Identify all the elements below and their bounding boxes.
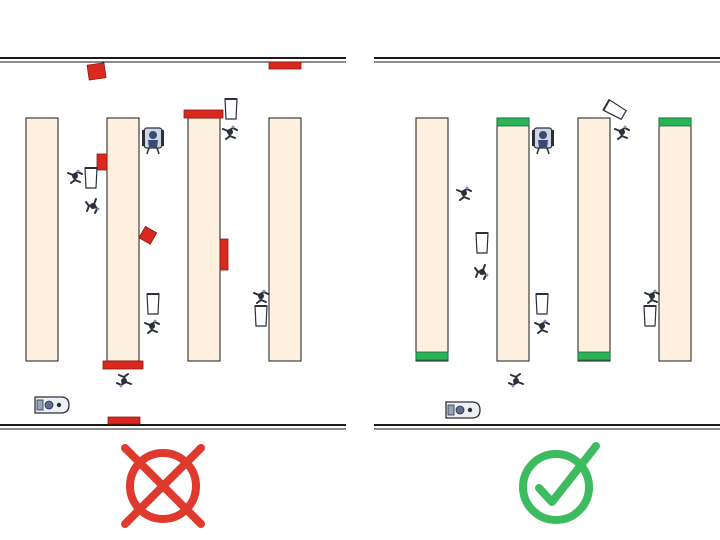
red-marker: [219, 238, 229, 271]
person-walking-icon: [474, 264, 490, 280]
person-walking-icon: [116, 373, 132, 389]
red-marker: [102, 360, 144, 370]
person-in-wheelchair-icon: [531, 127, 555, 155]
wall-bottom: [374, 424, 720, 430]
cup-icon: [535, 293, 549, 315]
person-walking-icon: [614, 124, 630, 140]
green-marker: [577, 351, 611, 361]
person-walking-icon: [67, 168, 83, 184]
red-marker: [107, 416, 141, 425]
shelf: [577, 117, 611, 362]
person-walking-icon: [456, 185, 472, 201]
cup-icon: [643, 305, 657, 327]
floor-robot-icon: [34, 396, 70, 414]
person-walking-icon: [534, 318, 550, 334]
cup-icon: [84, 167, 98, 189]
cross-in-circle-icon: [121, 444, 205, 528]
person-walking-icon: [508, 373, 524, 389]
red-marker: [268, 61, 302, 70]
cup-icon: [475, 232, 489, 254]
shelf: [268, 117, 302, 362]
checkmark-in-circle-icon: [519, 442, 600, 524]
person-walking-icon: [144, 318, 160, 334]
person-walking-icon: [85, 198, 101, 214]
red-marker: [138, 225, 158, 245]
green-marker: [415, 351, 449, 361]
cup-icon: [224, 98, 238, 120]
cup-icon: [146, 293, 160, 315]
green-marker: [658, 117, 692, 127]
shelf: [415, 117, 449, 362]
shelf: [25, 117, 59, 362]
wall-bottom: [0, 424, 346, 430]
person-walking-icon: [253, 288, 269, 304]
person-walking-icon: [644, 288, 660, 304]
shelf: [496, 117, 530, 362]
floor-robot-icon: [445, 401, 481, 419]
cup-icon: [254, 305, 268, 327]
red-marker: [96, 153, 108, 171]
cup-icon: [602, 98, 628, 122]
red-marker: [183, 109, 224, 119]
person-in-wheelchair-icon: [141, 127, 165, 155]
panel-correct: [374, 57, 720, 524]
wall-top: [374, 57, 720, 63]
panel-incorrect: [0, 57, 346, 528]
shelf: [658, 117, 692, 362]
shelf: [187, 117, 221, 362]
green-marker: [496, 117, 530, 127]
shelf: [106, 117, 140, 362]
person-walking-icon: [222, 124, 238, 140]
red-marker: [86, 62, 107, 81]
wall-top: [0, 57, 346, 63]
